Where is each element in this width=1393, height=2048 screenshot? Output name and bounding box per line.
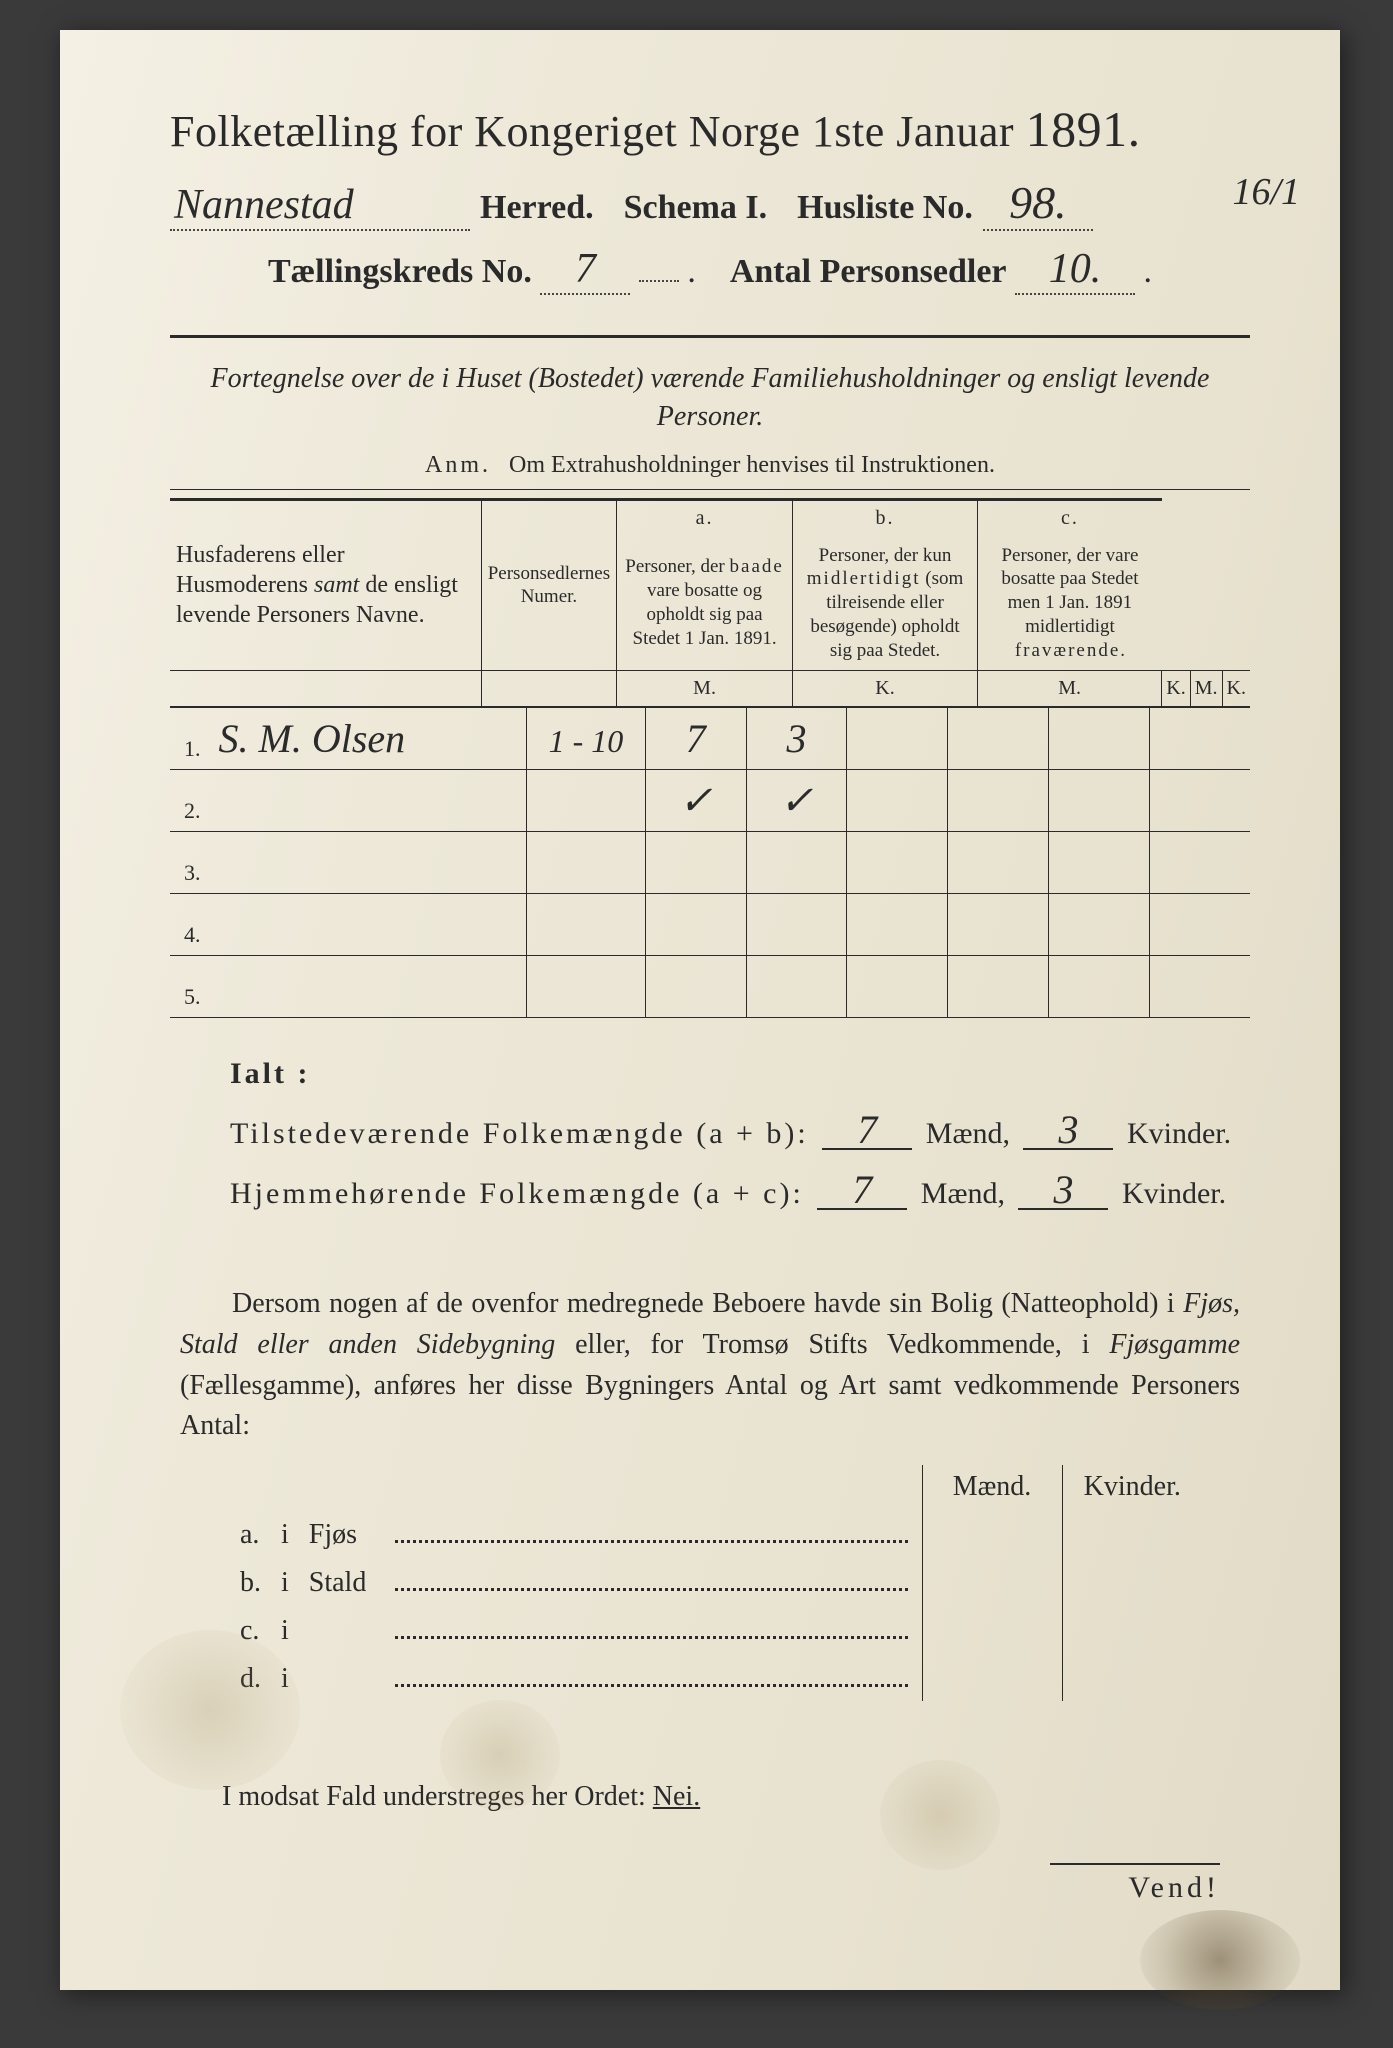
sub-col-kvinder: Kvinder. — [1062, 1465, 1202, 1509]
col-header-a-text: Personer, der baade vare bosatte og opho… — [617, 536, 793, 671]
kvinder-label: Kvinder. — [1122, 1177, 1226, 1210]
divider — [170, 489, 1250, 490]
col-header-m: M. — [1190, 671, 1222, 707]
tilstedev-maend-hw: 7 — [822, 1112, 912, 1150]
hjemmeh-maend-hw: 7 — [817, 1172, 907, 1210]
margin-notation-handwritten: 16/1 — [1232, 170, 1300, 214]
sub-table-row: a.iFjøs — [230, 1509, 1202, 1557]
totals-line-2: Hjemmehørende Folkemængde (a + c): 7 Mæn… — [230, 1164, 1250, 1224]
table-row: 1. S. M. Olsen1 - 1073 — [170, 708, 1250, 770]
col-header-k: K. — [1162, 671, 1190, 707]
tilstedev-kvinder-hw: 3 — [1023, 1112, 1113, 1150]
husliste-number-handwritten: 98. — [983, 176, 1093, 231]
title-text: Folketælling for Kongeriget Norge 1ste J… — [170, 107, 1014, 156]
ialt-header: Ialt : — [230, 1044, 1250, 1104]
vend-label: Vend! — [1050, 1863, 1220, 1905]
kreds-number-handwritten: 7 — [540, 245, 630, 295]
spacer — [481, 671, 616, 707]
col-header-m: M. — [978, 671, 1162, 707]
maend-label: Mænd, — [921, 1177, 1005, 1210]
sub-table-row: d.i — [230, 1653, 1202, 1701]
paper-stain — [1140, 1910, 1300, 2010]
herred-label: Herred. — [480, 189, 594, 227]
subheading: Fortegnelse over de i Huset (Bostedet) v… — [170, 360, 1250, 436]
title-year: 1891. — [1026, 101, 1141, 157]
spacer — [170, 671, 481, 707]
totals-block: Ialt : Tilstedeværende Folkemængde (a + … — [170, 1044, 1250, 1224]
document-page: Folketælling for Kongeriget Norge 1ste J… — [60, 30, 1340, 1990]
kvinder-label: Kvinder. — [1127, 1117, 1231, 1150]
col-header-m: M. — [617, 671, 793, 707]
anm-label: Anm. — [425, 452, 491, 478]
paragraph: Dersom nogen af de ovenfor medregnede Be… — [170, 1284, 1250, 1446]
kreds-label: Tællingskreds No. — [268, 253, 532, 290]
paper-stain — [880, 1760, 1000, 1870]
table-row: 5. — [170, 956, 1250, 1018]
nei-word: Nei. — [653, 1781, 700, 1812]
totals-line-1: Tilstedeværende Folkemængde (a + b): 7 M… — [230, 1104, 1250, 1164]
husliste-label: Husliste No. — [797, 189, 973, 227]
col-header-k: K. — [792, 671, 977, 707]
sub-col-maend: Mænd. — [922, 1465, 1062, 1509]
paper-stain — [120, 1630, 300, 1790]
herred-handwritten: Nannestad — [170, 181, 470, 231]
col-header-a-label: a. — [617, 499, 793, 536]
anm-text: Om Extrahusholdninger henvises til Instr… — [509, 452, 995, 478]
sub-table-row: b.iStald — [230, 1557, 1202, 1605]
col-header-c-label: c. — [978, 499, 1162, 536]
antal-label: Antal Personsedler — [730, 253, 1007, 290]
title: Folketælling for Kongeriget Norge 1ste J… — [170, 100, 1250, 158]
nei-text: I modsat Fald understreges her Ordet: — [222, 1781, 646, 1812]
schema-label: Schema I. — [624, 189, 768, 227]
col-header-k: K. — [1222, 671, 1250, 707]
annotation-line: Anm. Om Extrahusholdninger henvises til … — [170, 452, 1250, 479]
col-header-name: Husfaderens eller Husmoderens samt de en… — [170, 499, 481, 671]
subheading-text: Fortegnelse over de i Huset (Bostedet) v… — [211, 363, 1210, 432]
table-row: 2. ✓✓ — [170, 770, 1250, 832]
hjemmeh-kvinder-hw: 3 — [1018, 1172, 1108, 1210]
divider — [170, 335, 1250, 338]
sub-table: Mænd. Kvinder. a.iFjøsb.iStaldc.id.i — [230, 1465, 1202, 1701]
sub-table-row: c.i — [230, 1605, 1202, 1653]
main-table: Husfaderens eller Husmoderens samt de en… — [170, 498, 1250, 708]
antal-number-handwritten: 10. — [1015, 245, 1135, 295]
hjemmeh-label: Hjemmehørende Folkemængde (a + c): — [230, 1177, 804, 1210]
col-header-number: Personsedlernes Numer. — [481, 499, 616, 671]
maend-label: Mænd, — [926, 1117, 1010, 1150]
col-header-b-text: Personer, der kun midlertidigt (som tilr… — [792, 536, 977, 671]
header-line-3: Tællingskreds No. 7 . Antal Personsedler… — [170, 245, 1250, 295]
main-table-body: 1. S. M. Olsen1 - 10732. ✓✓3. 4. 5. — [170, 707, 1250, 1018]
paper-stain — [440, 1700, 560, 1810]
table-row: 3. — [170, 832, 1250, 894]
nei-line: I modsat Fald understreges her Ordet: Ne… — [170, 1781, 1250, 1813]
col-header-c-text: Personer, der vare bosatte paa Stedet me… — [978, 536, 1162, 671]
tilstedev-label: Tilstedeværende Folkemængde (a + b): — [230, 1117, 809, 1150]
table-row: 4. — [170, 894, 1250, 956]
header-line-2: Nannestad Herred. Schema I. Husliste No.… — [170, 176, 1250, 231]
col-header-b-label: b. — [792, 499, 977, 536]
